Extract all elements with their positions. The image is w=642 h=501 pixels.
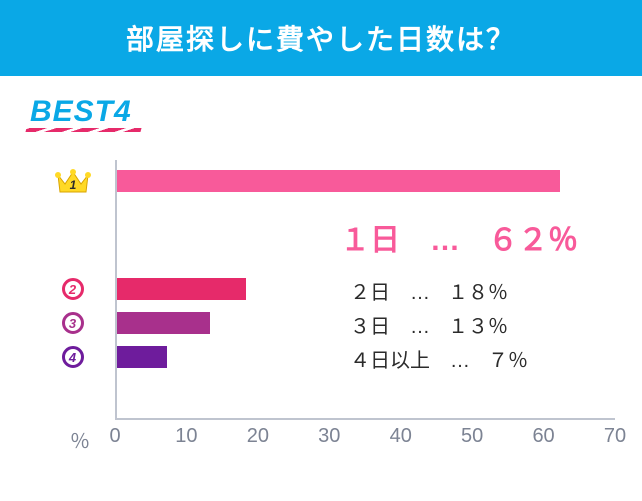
result-value: １８％ bbox=[448, 282, 508, 304]
rank-circle-icon: 3 bbox=[62, 312, 84, 334]
result-value: ６２％ bbox=[488, 224, 578, 257]
result-label: ４日以上 … ７％ bbox=[350, 344, 528, 373]
x-tick-label: 50 bbox=[457, 425, 487, 448]
rank-circle-icon: 4 bbox=[62, 346, 84, 368]
result-days: ３日 bbox=[350, 316, 390, 338]
x-tick-label: 30 bbox=[314, 425, 344, 448]
x-tick-label: 10 bbox=[171, 425, 201, 448]
header-banner: 部屋探しに費やした日数は？ bbox=[0, 0, 642, 76]
header-title: 部屋探しに費やした日数は？ bbox=[126, 24, 516, 55]
rank-marker-4: 4 bbox=[30, 346, 115, 368]
result-label: ３日 … １３％ bbox=[350, 310, 508, 339]
bar-row bbox=[117, 346, 167, 368]
rank-marker-2: 2 bbox=[30, 278, 115, 300]
bar bbox=[117, 278, 246, 300]
result-label: ２日 … １８％ bbox=[350, 276, 508, 305]
rank-circle-icon: 2 bbox=[62, 278, 84, 300]
x-tick-label: 40 bbox=[386, 425, 416, 448]
result-value: １３％ bbox=[448, 316, 508, 338]
best4-text: BEST4 bbox=[30, 95, 132, 128]
x-tick-label: 20 bbox=[243, 425, 273, 448]
bar bbox=[117, 170, 560, 192]
x-tick-label: 0 bbox=[100, 425, 130, 448]
result-label: １日 … ６２％ bbox=[340, 215, 578, 259]
best4-badge: BEST4 bbox=[30, 95, 132, 129]
x-tick-label: 70 bbox=[600, 425, 630, 448]
bar bbox=[117, 312, 210, 334]
result-days: ２日 bbox=[350, 282, 390, 304]
bar-row bbox=[117, 312, 210, 334]
percent-axis-symbol: ％ bbox=[70, 425, 90, 454]
result-dots: … bbox=[430, 224, 458, 257]
x-tick-label: 60 bbox=[529, 425, 559, 448]
svg-text:1: 1 bbox=[69, 178, 76, 192]
result-days: １日 bbox=[340, 224, 400, 257]
crown-icon: 1 bbox=[55, 167, 91, 195]
chart-area: ％ 1234010203040506070１日 … ６２％２日 … １８％３日 … bbox=[30, 160, 620, 480]
result-days: ４日以上 bbox=[350, 350, 430, 372]
bar bbox=[117, 346, 167, 368]
bar-row bbox=[117, 278, 246, 300]
rank-marker-3: 3 bbox=[30, 312, 115, 334]
result-dots: … bbox=[410, 282, 428, 304]
result-dots: … bbox=[410, 316, 428, 338]
rank-marker-1: 1 bbox=[30, 170, 115, 192]
result-dots: … bbox=[450, 350, 468, 372]
result-value: ７％ bbox=[488, 350, 528, 372]
bar-row bbox=[117, 170, 560, 192]
